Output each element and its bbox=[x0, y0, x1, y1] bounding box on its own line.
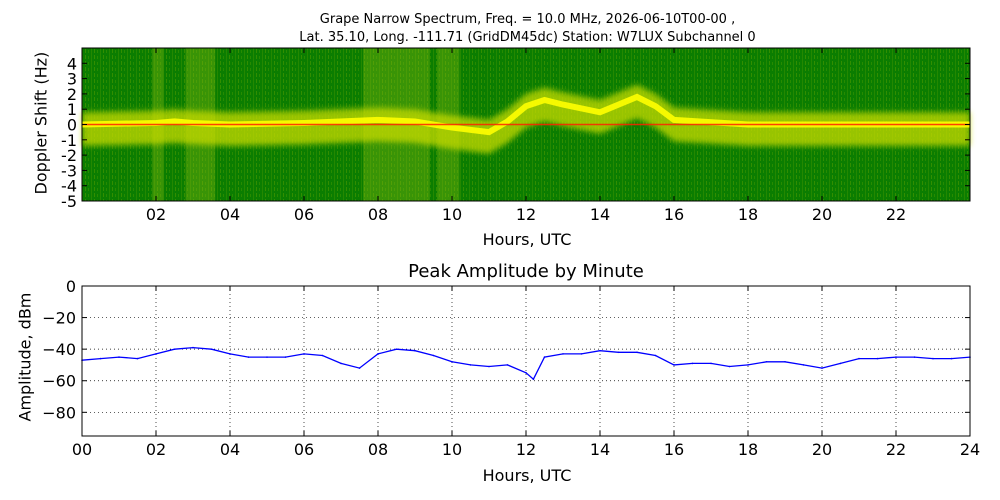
amplitude-point bbox=[673, 364, 675, 366]
y-tick-label: 3 bbox=[67, 70, 77, 89]
y-tick-label: −20 bbox=[42, 309, 76, 328]
x-tick-label: 10 bbox=[442, 440, 462, 459]
amplitude-point bbox=[377, 353, 379, 355]
x-tick-label: 12 bbox=[516, 440, 536, 459]
amplitude-point bbox=[99, 357, 102, 360]
amplitude-point bbox=[617, 351, 620, 354]
amplitude-point bbox=[839, 362, 842, 365]
y-tick-label: -2 bbox=[61, 146, 77, 165]
amplitude-point bbox=[284, 356, 287, 358]
amplitude-point bbox=[821, 367, 823, 369]
amplitude-point bbox=[395, 348, 398, 351]
amplitude-point bbox=[173, 348, 176, 351]
x-tick-label: 16 bbox=[664, 440, 684, 459]
x-tick-label: 22 bbox=[886, 205, 906, 224]
amplitude-point bbox=[432, 354, 435, 357]
x-tick-label: 02 bbox=[146, 205, 166, 224]
amplitude-point bbox=[532, 378, 535, 381]
y-tick-label: −60 bbox=[42, 372, 76, 391]
amplitude-point bbox=[710, 362, 712, 365]
amplitude-frame bbox=[81, 285, 971, 437]
amplitude-point bbox=[950, 357, 953, 360]
amplitude-point bbox=[303, 353, 305, 355]
x-tick-label: 02 bbox=[146, 440, 166, 459]
spectrogram-title-line2: Lat. 35.10, Long. -111.71 (GridDM45dc) S… bbox=[299, 30, 756, 45]
y-tick-label: 2 bbox=[67, 85, 77, 104]
amplitude-point bbox=[747, 364, 749, 366]
amplitude-chart-title: Peak Amplitude by Minute bbox=[408, 261, 644, 282]
amplitude-series-line bbox=[81, 346, 971, 381]
x-tick-label: 16 bbox=[664, 205, 684, 224]
x-tick-label: 24 bbox=[960, 440, 980, 459]
amplitude-point bbox=[506, 364, 509, 366]
x-tick-label: 04 bbox=[220, 205, 240, 224]
x-tick-label: 06 bbox=[294, 205, 314, 224]
x-tick-label: 06 bbox=[294, 440, 314, 459]
x-tick-label: 08 bbox=[368, 440, 388, 459]
amplitude-point bbox=[599, 349, 601, 352]
x-tick-label: 10 bbox=[442, 205, 462, 224]
amplitude-point bbox=[192, 346, 194, 349]
amplitude-point bbox=[876, 357, 879, 360]
x-tick-label: 00 bbox=[72, 440, 92, 459]
y-tick-label: -1 bbox=[61, 131, 77, 150]
amplitude-point bbox=[136, 357, 139, 360]
y-tick-label: -4 bbox=[61, 177, 77, 196]
amplitude-point bbox=[654, 354, 657, 357]
amplitude-point bbox=[636, 351, 638, 354]
y-tick-label: 4 bbox=[67, 54, 77, 73]
amplitude-point bbox=[358, 367, 361, 369]
x-tick-label: 08 bbox=[368, 205, 388, 224]
amplitude-point bbox=[765, 361, 768, 363]
amplitude-point bbox=[562, 353, 564, 355]
amplitude-point bbox=[155, 353, 157, 355]
y-tick-label: 0 bbox=[67, 116, 77, 135]
spectrogram-title-line1: Grape Narrow Spectrum, Freq. = 10.0 MHz,… bbox=[319, 12, 736, 27]
amplitude-point bbox=[451, 361, 453, 363]
amplitude-point bbox=[118, 356, 120, 358]
amplitude-point bbox=[728, 365, 731, 368]
amplitude-point bbox=[469, 364, 472, 366]
amplitude-point bbox=[913, 356, 916, 358]
y-tick-label: −80 bbox=[42, 403, 76, 422]
amplitude-point bbox=[858, 357, 860, 360]
y-tick-label: −40 bbox=[42, 340, 76, 359]
amplitude-point bbox=[247, 356, 250, 358]
amplitude-point bbox=[895, 356, 897, 358]
amplitude-point bbox=[932, 357, 934, 360]
y-tick-label: -3 bbox=[61, 161, 77, 180]
amplitude-point bbox=[580, 353, 583, 355]
x-tick-label: 14 bbox=[590, 205, 610, 224]
amplitude-point bbox=[321, 354, 324, 357]
x-tick-label: 12 bbox=[516, 205, 536, 224]
amplitude-point bbox=[525, 372, 527, 374]
amplitude-point bbox=[488, 365, 490, 368]
amplitude-point bbox=[784, 361, 786, 363]
x-tick-label: 22 bbox=[886, 440, 906, 459]
amplitude-point bbox=[802, 364, 805, 366]
x-tick-label: 18 bbox=[738, 205, 758, 224]
x-tick-label: 14 bbox=[590, 440, 610, 459]
carrier-glow bbox=[81, 93, 970, 136]
amplitude-point bbox=[543, 356, 546, 358]
amplitude-point bbox=[414, 349, 416, 352]
doppler-spread bbox=[82, 84, 970, 154]
x-tick-label: 20 bbox=[812, 205, 832, 224]
x-tick-label: 04 bbox=[220, 440, 240, 459]
x-tick-label: 20 bbox=[812, 440, 832, 459]
y-tick-label: 0 bbox=[66, 277, 76, 296]
spectrogram-x-axis-label: Hours, UTC bbox=[482, 230, 572, 249]
amplitude-x-axis-label: Hours, UTC bbox=[482, 466, 572, 485]
amplitude-point bbox=[210, 348, 213, 351]
amplitude-point bbox=[266, 356, 268, 358]
amplitude-point bbox=[691, 362, 694, 365]
amplitude-point bbox=[229, 353, 231, 355]
y-tick-label: -5 bbox=[61, 192, 77, 211]
y-tick-label: 1 bbox=[67, 100, 77, 119]
x-tick-label: 18 bbox=[738, 440, 758, 459]
amplitude-point bbox=[340, 362, 342, 365]
